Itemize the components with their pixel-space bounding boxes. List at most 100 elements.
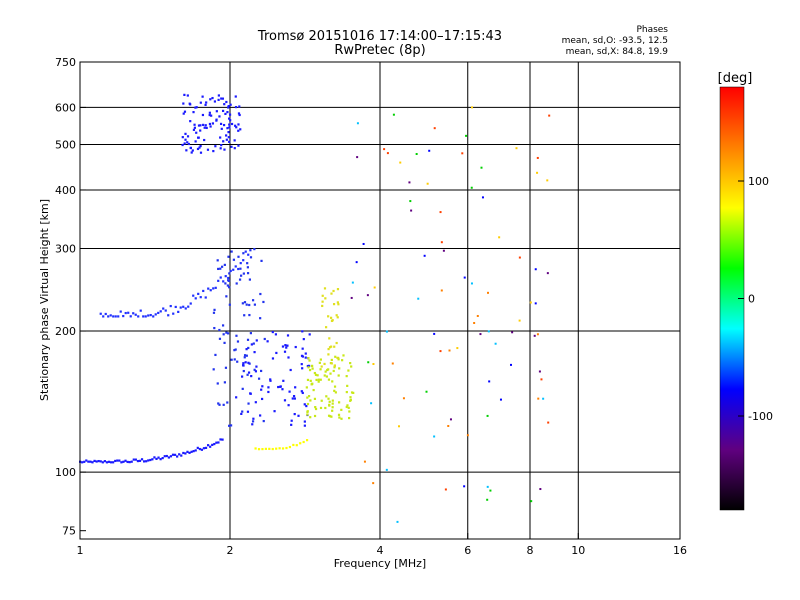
- data-point: [243, 356, 246, 359]
- data-point: [301, 367, 304, 370]
- data-point: [248, 303, 251, 307]
- y-tick-label: 75: [62, 525, 76, 538]
- data-point: [303, 403, 306, 406]
- data-point: [399, 161, 402, 164]
- data-point: [164, 309, 167, 312]
- data-point: [103, 460, 106, 463]
- data-point: [211, 443, 214, 447]
- data-point: [226, 284, 229, 287]
- data-point: [291, 397, 294, 400]
- data-point: [352, 391, 355, 394]
- data-point: [184, 138, 187, 141]
- data-point: [228, 303, 231, 306]
- data-point: [109, 314, 112, 317]
- data-point: [223, 103, 226, 106]
- legend-line-x: mean, sd,X: 84.8, 19.9: [566, 47, 669, 57]
- data-point: [281, 388, 284, 391]
- data-point: [348, 416, 351, 420]
- data-point: [218, 337, 222, 340]
- data-point: [81, 461, 84, 464]
- data-point: [327, 353, 330, 356]
- data-point: [307, 364, 311, 367]
- data-point: [337, 358, 340, 361]
- data-point: [239, 262, 242, 265]
- data-point: [356, 122, 359, 125]
- data-point: [329, 316, 333, 319]
- data-point: [124, 311, 127, 315]
- data-point: [232, 268, 235, 271]
- data-point: [314, 373, 318, 376]
- data-point: [234, 265, 237, 268]
- x-tick-label: 10: [571, 544, 585, 557]
- data-point: [336, 288, 340, 291]
- data-point: [228, 140, 231, 143]
- data-point: [259, 292, 262, 296]
- data-point: [252, 342, 255, 345]
- x-axis-label: Frequency [MHz]: [334, 557, 426, 570]
- data-point: [159, 458, 162, 461]
- data-point: [509, 363, 512, 366]
- data-point: [221, 109, 225, 113]
- x-tick-label: 6: [464, 544, 471, 557]
- data-point: [327, 347, 330, 351]
- data-point: [128, 461, 131, 464]
- data-point: [228, 113, 232, 116]
- data-point: [248, 313, 251, 317]
- data-point: [465, 134, 468, 137]
- data-point: [173, 453, 177, 456]
- data-point: [334, 391, 337, 394]
- data-point: [498, 236, 501, 239]
- data-point: [85, 459, 88, 462]
- data-point: [433, 332, 436, 335]
- data-point: [126, 460, 129, 464]
- data-point: [539, 488, 542, 491]
- data-point: [139, 309, 142, 312]
- data-point: [199, 124, 202, 127]
- data-point: [189, 120, 192, 123]
- data-point: [323, 362, 326, 366]
- data-point: [243, 354, 247, 357]
- data-point: [213, 442, 216, 446]
- data-point: [241, 410, 244, 413]
- data-point: [202, 447, 206, 450]
- data-point: [235, 334, 238, 337]
- data-point: [260, 369, 263, 373]
- data-point: [87, 460, 90, 463]
- data-point: [172, 312, 175, 315]
- data-point: [114, 459, 117, 463]
- data-point: [227, 279, 230, 282]
- data-point: [336, 316, 339, 319]
- data-point: [247, 346, 250, 350]
- data-point: [153, 456, 156, 459]
- data-point: [249, 256, 253, 259]
- data-point: [330, 415, 333, 418]
- data-point: [417, 297, 420, 300]
- data-point: [349, 396, 352, 399]
- colorbar-tick-label: 0: [748, 293, 755, 306]
- data-point: [220, 127, 223, 130]
- data-point: [214, 353, 217, 357]
- data-point: [332, 369, 335, 373]
- data-point: [327, 368, 330, 371]
- data-point: [204, 103, 207, 106]
- data-point: [363, 460, 366, 463]
- data-point: [222, 403, 225, 406]
- data-point: [372, 482, 375, 485]
- data-point: [238, 105, 241, 108]
- data-point: [481, 196, 484, 199]
- y-tick-label: 750: [55, 56, 76, 69]
- data-point: [207, 287, 210, 290]
- data-point: [317, 378, 320, 381]
- data-point: [234, 95, 237, 98]
- data-point: [346, 384, 349, 387]
- data-point: [237, 123, 240, 126]
- data-point: [288, 445, 292, 449]
- data-point: [223, 148, 226, 151]
- data-point: [209, 125, 212, 128]
- data-point: [114, 315, 117, 318]
- data-point: [356, 156, 359, 159]
- x-tick-label: 1: [77, 544, 84, 557]
- data-point: [255, 339, 258, 342]
- data-point: [463, 276, 466, 279]
- data-point: [165, 454, 168, 458]
